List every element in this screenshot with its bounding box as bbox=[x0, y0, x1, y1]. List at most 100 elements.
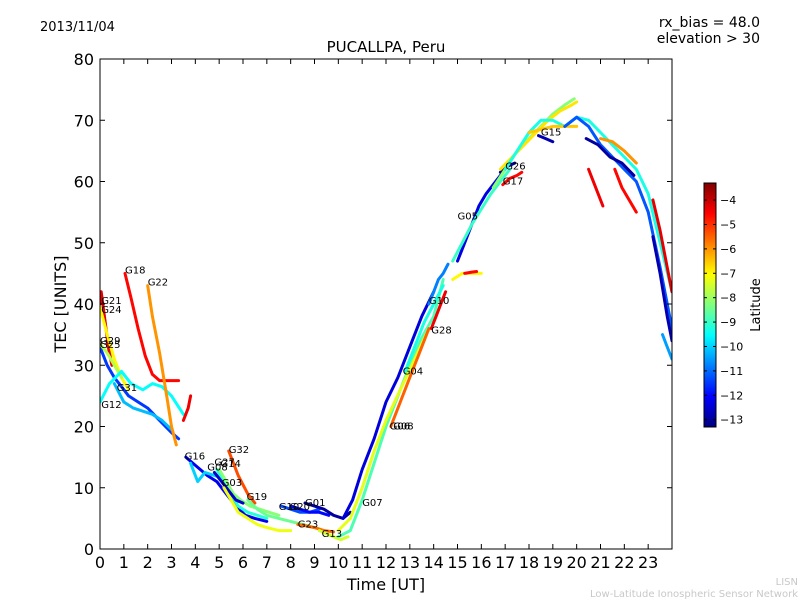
series-trace-g17d bbox=[503, 115, 672, 294]
satellite-label: G17 bbox=[503, 177, 523, 188]
series-layer bbox=[100, 97, 672, 542]
y-tick-label: 0 bbox=[84, 540, 94, 559]
series-trace-g17 bbox=[501, 170, 524, 187]
colorbar-tick-label: −7 bbox=[720, 267, 736, 280]
series-trace-g07b bbox=[341, 290, 436, 520]
series-trace-g15d bbox=[587, 167, 605, 208]
satellite-label: G10 bbox=[279, 502, 299, 513]
colorbar-tick-label: −10 bbox=[720, 340, 743, 353]
series-trace-g24 bbox=[100, 305, 131, 392]
series-trace-g06 bbox=[389, 327, 431, 428]
rx-bias-label: rx_bias = 48.0 bbox=[659, 15, 760, 31]
x-tick-label: 9 bbox=[309, 553, 319, 572]
series-trace-g15j bbox=[661, 333, 672, 361]
satellite-label-layer: G21G24G29G25G12G31G18G22G16G32G27G14G08G… bbox=[100, 128, 561, 540]
series-trace-g15h bbox=[651, 198, 672, 294]
satellite-label: G28 bbox=[431, 325, 451, 336]
satellite-label: G31 bbox=[117, 383, 137, 394]
satellite-label: G25 bbox=[100, 340, 120, 351]
satellite-label: G16 bbox=[185, 452, 205, 463]
series-trace-g21 bbox=[100, 290, 114, 367]
series-trace-g15f bbox=[584, 137, 636, 177]
colorbar bbox=[703, 182, 717, 428]
x-tick-label: 22 bbox=[614, 553, 634, 572]
x-tick-label: 0 bbox=[95, 553, 105, 572]
x-tick-label: 14 bbox=[423, 553, 443, 572]
x-axis: 0 1 2 3 4 5 6 7 8 9 10 11 12 13 14 15 16 17 18 19 20 21 22 23 bbox=[95, 59, 658, 572]
x-tick-label: 13 bbox=[400, 553, 420, 572]
satellite-label: G14 bbox=[220, 459, 240, 470]
x-tick-label: 11 bbox=[352, 553, 372, 572]
series-trace-g10b bbox=[427, 262, 450, 306]
series-trace-g20 bbox=[289, 504, 331, 517]
series-trace-g15b bbox=[527, 124, 579, 134]
satellite-label: G22 bbox=[148, 278, 168, 289]
colorbar-tick-label: −11 bbox=[720, 365, 743, 378]
series-trace-g15g bbox=[599, 137, 638, 165]
series-trace-g28 bbox=[429, 290, 448, 330]
colorbar-tick-label: −5 bbox=[720, 218, 736, 231]
satellite-label: G10 bbox=[429, 296, 449, 307]
series-trace-g13 bbox=[317, 529, 350, 542]
series-trace-g04 bbox=[403, 284, 445, 373]
colorbar-label: Latitude bbox=[749, 278, 764, 332]
x-tick-label: 12 bbox=[376, 553, 396, 572]
satellite-label: G08 bbox=[207, 463, 227, 474]
satellite-label: G20 bbox=[290, 502, 310, 513]
series-trace-g15i bbox=[651, 235, 672, 343]
series-trace-g03 bbox=[222, 486, 293, 533]
y-axis-label: TEC [UNITS] bbox=[51, 256, 70, 354]
satellite-label: G19 bbox=[247, 492, 267, 503]
satellite-label: G13 bbox=[322, 529, 342, 540]
series-trace-g31 bbox=[112, 382, 173, 432]
series-trace-g27 bbox=[215, 467, 269, 520]
colorbar-tick-label: −13 bbox=[720, 414, 743, 427]
chart-title: PUCALLPA, Peru bbox=[327, 38, 446, 56]
y-tick-label: 70 bbox=[74, 111, 94, 130]
x-tick-label: 21 bbox=[590, 553, 610, 572]
x-tick-label: 17 bbox=[495, 553, 515, 572]
series-trace-g23 bbox=[296, 523, 336, 534]
satellite-label: G05 bbox=[458, 212, 478, 223]
series-trace-g18 bbox=[123, 271, 181, 383]
y-tick-label: 80 bbox=[74, 50, 94, 69]
footer-org-short: LISN bbox=[776, 577, 798, 588]
series-trace-g05d bbox=[463, 270, 479, 275]
satellite-label: G18 bbox=[125, 265, 145, 276]
series-trace-g07c bbox=[336, 327, 431, 533]
colorbar-tick-label: −4 bbox=[720, 194, 736, 207]
y-tick-label: 30 bbox=[74, 356, 94, 375]
x-tick-label: 19 bbox=[543, 553, 563, 572]
series-trace-g22b bbox=[181, 394, 193, 422]
x-tick-label: 15 bbox=[447, 553, 467, 572]
x-tick-label: 7 bbox=[262, 553, 272, 572]
y-tick-label: 50 bbox=[74, 234, 94, 253]
series-trace-g08 bbox=[212, 470, 245, 505]
x-tick-label: 10 bbox=[328, 553, 348, 572]
x-tick-label: 4 bbox=[190, 553, 200, 572]
y-tick-label: 40 bbox=[74, 295, 94, 314]
x-tick-label: 2 bbox=[143, 553, 153, 572]
satellite-label: G01 bbox=[305, 498, 325, 509]
x-tick-label: 20 bbox=[566, 553, 586, 572]
satellite-label: G27 bbox=[214, 458, 234, 469]
satellite-label: G26 bbox=[505, 161, 525, 172]
series-trace-g25 bbox=[100, 342, 123, 379]
x-tick-label: 5 bbox=[214, 553, 224, 572]
x-tick-label: 3 bbox=[166, 553, 176, 572]
satellite-label: G12 bbox=[101, 400, 121, 411]
y-tick-label: 60 bbox=[74, 173, 94, 192]
colorbar-ticks: −4 −5 −6 −7 −8 −9 −10 −11 −12 −13 bbox=[704, 194, 743, 427]
colorbar-tick-label: −8 bbox=[720, 292, 736, 305]
y-tick-label: 20 bbox=[74, 418, 94, 437]
colorbar-tick-label: −9 bbox=[720, 316, 736, 329]
series-trace-g15e bbox=[613, 167, 638, 214]
x-tick-label: 16 bbox=[471, 553, 491, 572]
x-axis-label: Time [UT] bbox=[346, 575, 425, 594]
x-tick-label: 18 bbox=[519, 553, 539, 572]
satellite-label: G21 bbox=[101, 296, 121, 307]
series-trace-g32 bbox=[227, 449, 257, 505]
x-tick-label: 6 bbox=[238, 553, 248, 572]
y-axis: 0 10 20 30 40 50 60 70 80 bbox=[74, 50, 672, 559]
